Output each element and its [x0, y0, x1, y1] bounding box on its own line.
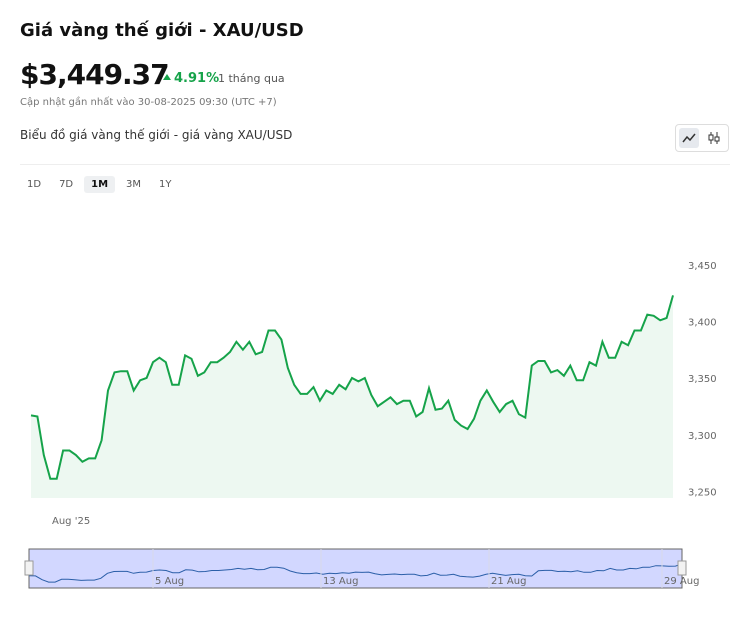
- area: [31, 295, 673, 498]
- y-tick-label: 3,300: [688, 431, 717, 442]
- range-selector: 1D 7D 1M 3M 1Y: [20, 176, 179, 193]
- range-button[interactable]: 1M: [84, 176, 116, 193]
- divider: [20, 164, 730, 165]
- navigator-line: [28, 563, 683, 583]
- navigator-frame: [28, 548, 683, 589]
- chart-toggle[interactable]: [675, 124, 729, 152]
- range-button[interactable]: 3M: [126, 179, 142, 190]
- candle-view-button[interactable]: [704, 128, 724, 148]
- period: 1 tháng qua: [218, 72, 285, 85]
- navigator-label: 21 Aug: [491, 576, 526, 587]
- navigator-label: 29 Aug: [664, 576, 699, 587]
- navigator-handle[interactable]: [24, 560, 34, 576]
- range-button[interactable]: 1Y: [159, 179, 172, 190]
- navigator-label: 13 Aug: [323, 576, 358, 587]
- chart-title: Biểu đồ giá vàng thế giới - giá vàng XAU…: [20, 128, 293, 142]
- title: Giá vàng thế giới - XAU/USD: [20, 20, 304, 41]
- change: 4.91%: [163, 70, 219, 86]
- navigator-label: 5 Aug: [155, 576, 184, 587]
- price-line: [30, 295, 674, 480]
- x-tick-label: Aug '25: [52, 516, 90, 527]
- y-tick-label: 3,350: [688, 374, 717, 385]
- range-button[interactable]: 1D: [27, 179, 42, 190]
- updated: Cập nhật gần nhất vào 30-08-2025 09:30 (…: [20, 97, 277, 108]
- line-view-button[interactable]: [679, 128, 699, 148]
- range-button[interactable]: 7D: [59, 179, 74, 190]
- navigator-handle[interactable]: [677, 560, 687, 576]
- y-tick-label: 3,250: [688, 487, 717, 498]
- y-tick-label: 3,400: [688, 318, 717, 329]
- y-tick-label: 3,450: [688, 261, 717, 272]
- price: $3,449.37: [20, 58, 170, 91]
